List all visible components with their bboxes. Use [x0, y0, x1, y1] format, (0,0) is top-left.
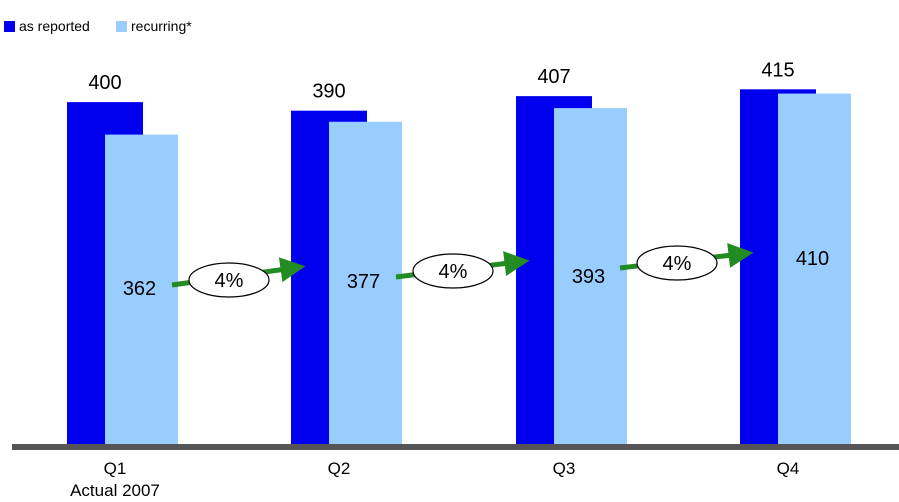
- growth-label-q2-q3: 4%: [439, 261, 468, 283]
- tick-label-q1: Q1: [104, 459, 127, 478]
- data-label-recurring-q2: 377: [347, 271, 380, 293]
- tick-sublabel-q1: Actual 2007: [70, 481, 160, 500]
- data-label-recurring-q1: 362: [123, 278, 156, 300]
- growth-label-q3-q4: 4%: [663, 253, 692, 275]
- tick-label-q2: Q2: [328, 459, 351, 478]
- data-label-as-reported-q3: 407: [537, 66, 570, 88]
- legend-swatch-as-reported: [4, 21, 15, 32]
- legend-label-as-reported: as reported: [19, 18, 90, 34]
- legend-label-recurring: recurring*: [131, 18, 192, 34]
- bar-recurring-q2: [329, 121, 402, 444]
- growth-label-q1-q2: 4%: [215, 270, 244, 292]
- legend-swatch-recurring: [116, 21, 127, 32]
- data-label-as-reported-q2: 390: [312, 81, 345, 103]
- growth-callout-q1-q2: [188, 262, 270, 298]
- bar-recurring-q1: [105, 134, 178, 444]
- tick-label-q4: Q4: [777, 459, 800, 478]
- data-label-as-reported-q1: 400: [88, 72, 121, 94]
- growth-callout-q2-q3: [412, 253, 494, 289]
- legend: as reported recurring*: [4, 18, 192, 34]
- data-label-recurring-q4: 410: [796, 248, 829, 270]
- data-labels: 400 362 Q1 Actual 2007 390 377 Q2 407 393 Q3 415 41…: [70, 59, 829, 500]
- x-axis: [12, 444, 899, 450]
- tick-label-q3: Q3: [553, 459, 576, 478]
- data-label-recurring-q3: 393: [572, 266, 605, 288]
- x-axis-line: [12, 444, 899, 450]
- growth-arrows: 4% 4% 4%: [171, 243, 754, 298]
- bar-recurring-q4: [778, 93, 851, 444]
- data-label-as-reported-q4: 415: [761, 59, 794, 81]
- growth-callout-q3-q4: [636, 245, 718, 281]
- bar-recurring-q3: [554, 108, 627, 444]
